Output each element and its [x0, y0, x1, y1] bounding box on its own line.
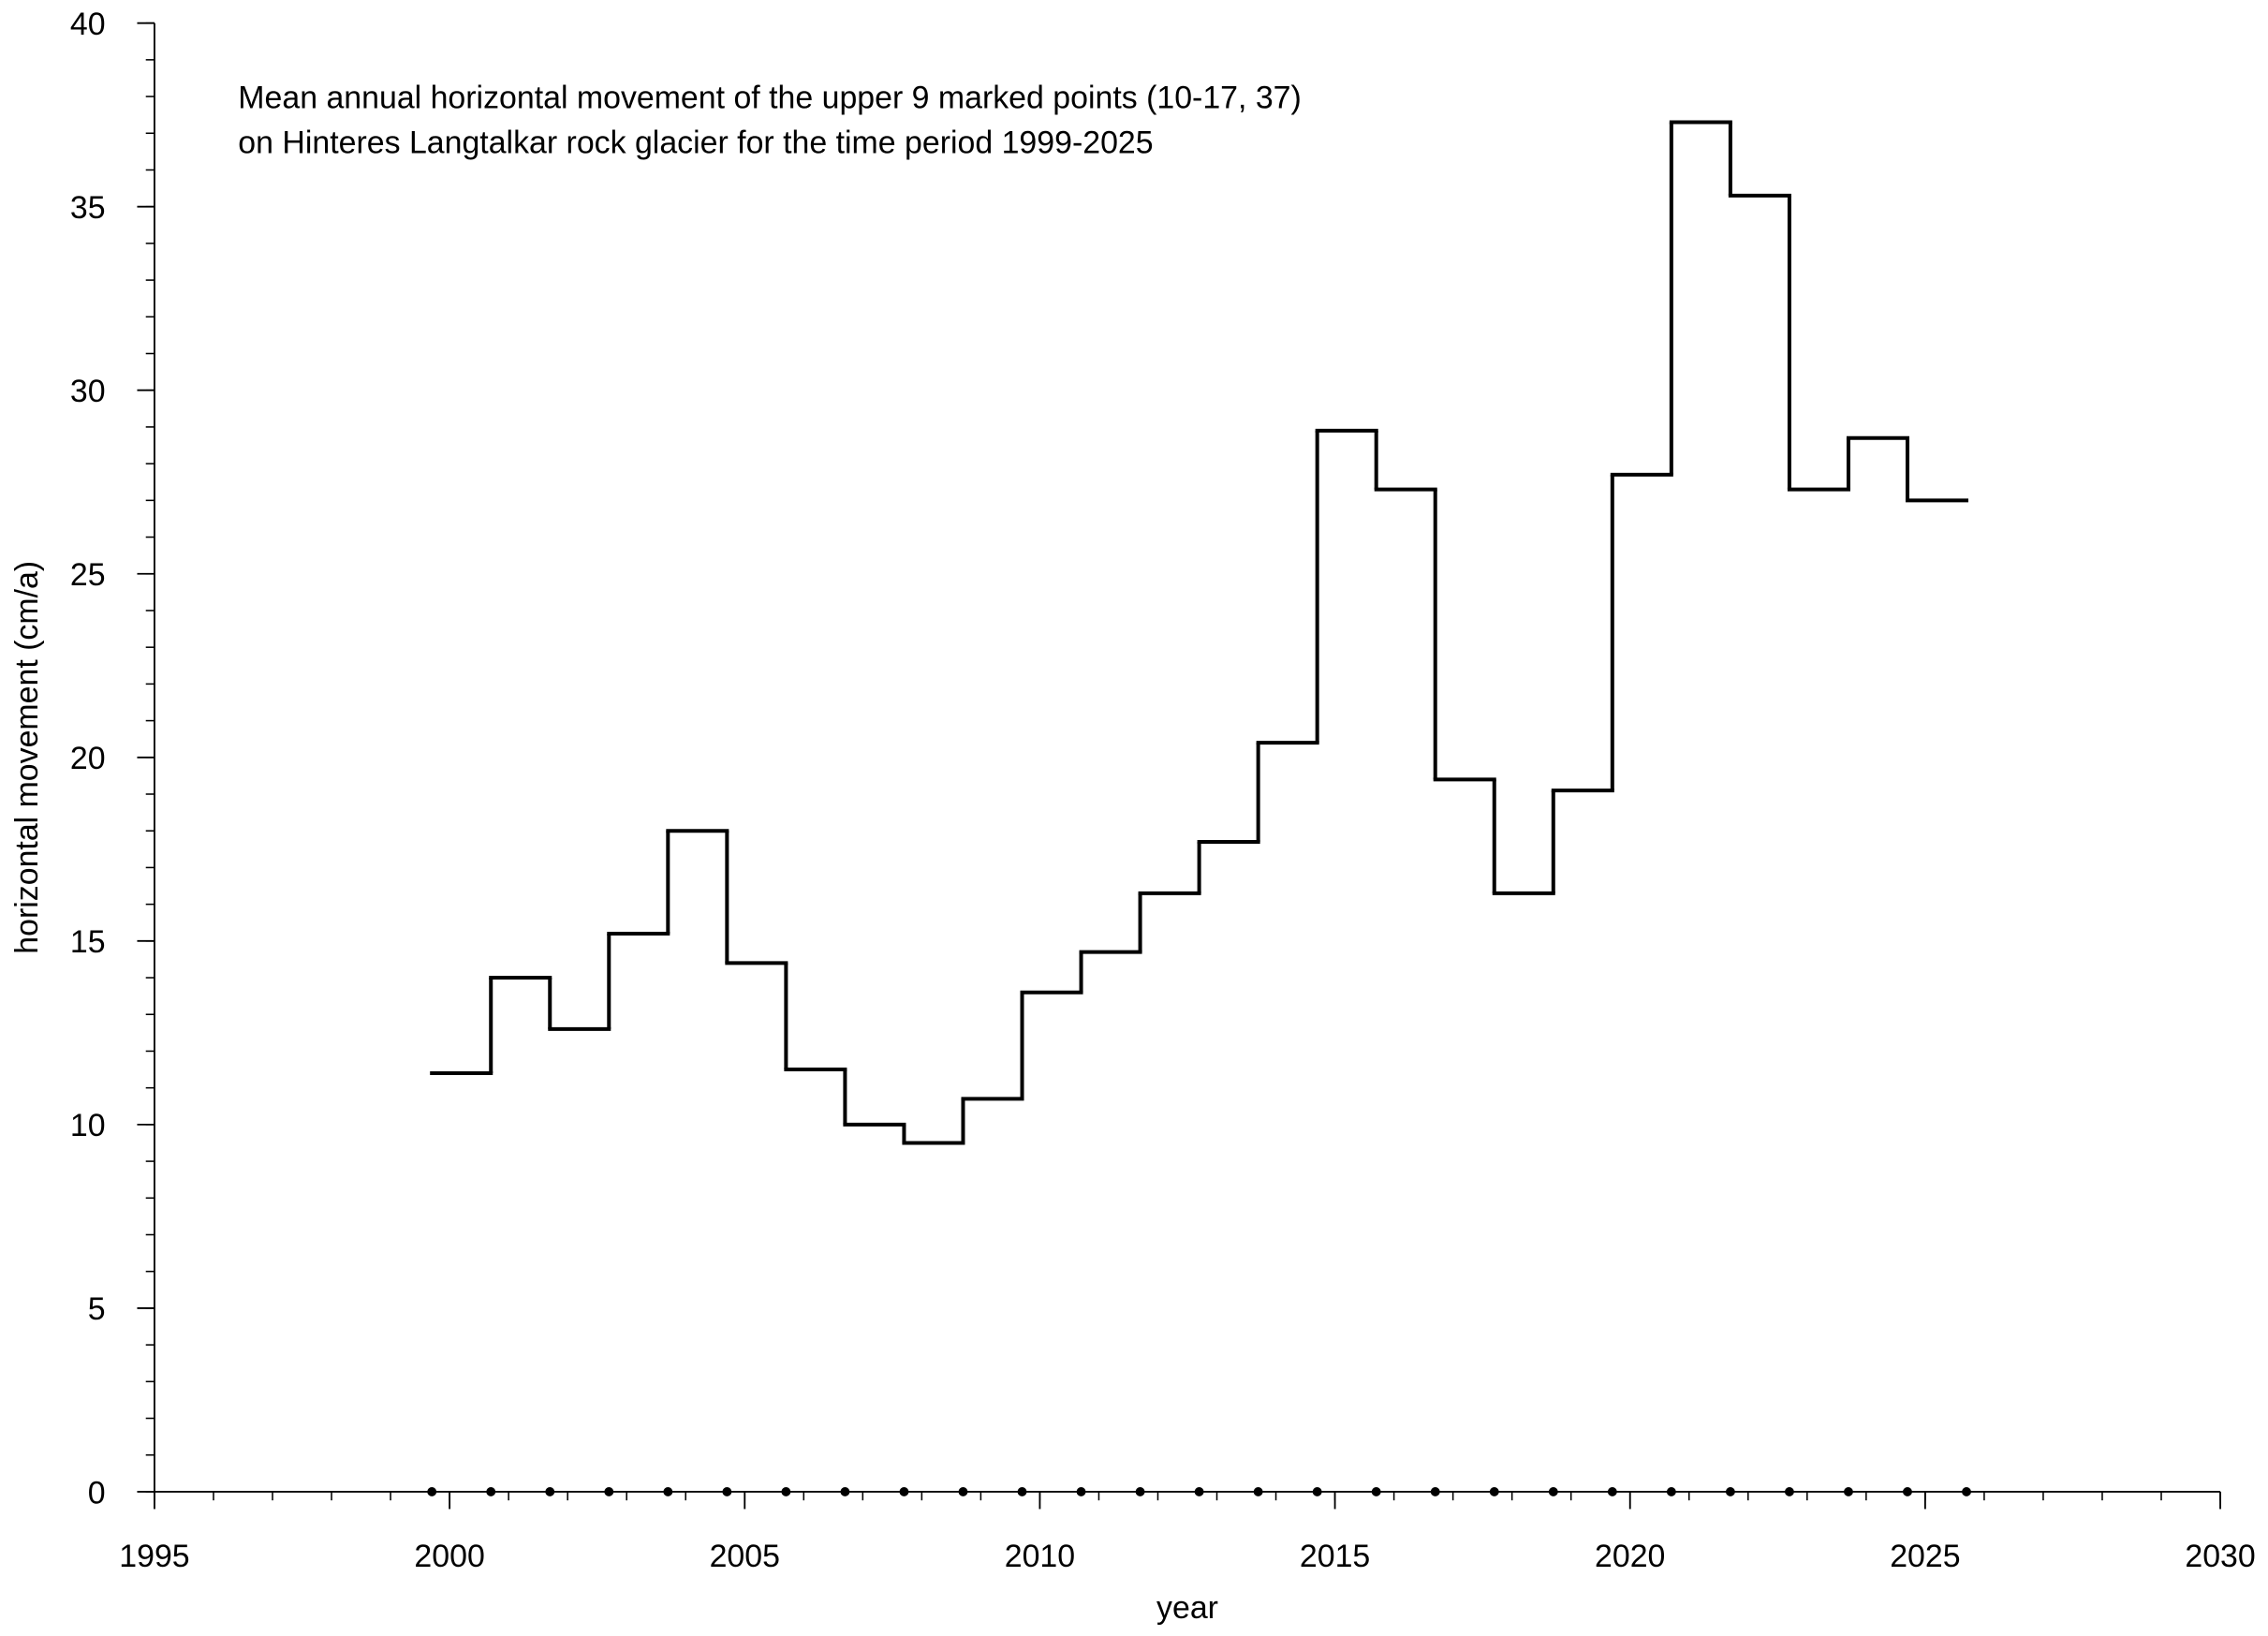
epoch-dot	[1253, 1487, 1263, 1496]
y-tick-label: 40	[70, 7, 106, 42]
epoch-dot	[486, 1487, 496, 1496]
y-tick-label: 0	[88, 1475, 106, 1511]
title-line: on Hinteres Langtalkar rock glacier for …	[238, 125, 1153, 160]
y-tick-label: 20	[70, 741, 106, 776]
y-tick-label: 5	[88, 1291, 106, 1327]
x-tick-label: 2025	[1890, 1539, 1960, 1574]
epoch-dot	[663, 1487, 673, 1496]
epoch-dot	[427, 1487, 437, 1496]
title-line: Mean annual horizontal movement of the u…	[238, 81, 1301, 116]
x-axis-label: year	[1156, 1590, 1218, 1626]
epoch-dot	[958, 1487, 968, 1496]
x-tick-label: 2000	[414, 1539, 484, 1574]
x-tick-label: 2030	[2185, 1539, 2255, 1574]
epoch-dot	[1489, 1487, 1499, 1496]
y-tick-label: 25	[70, 557, 106, 593]
epoch-dot	[1903, 1487, 1912, 1496]
epoch-dot	[1194, 1487, 1204, 1496]
epoch-dot	[1430, 1487, 1440, 1496]
x-tick-label: 2020	[1595, 1539, 1665, 1574]
epoch-dot	[1962, 1487, 1971, 1496]
epoch-dot	[781, 1487, 791, 1496]
epoch-dot	[722, 1487, 732, 1496]
epoch-dot	[1135, 1487, 1145, 1496]
epoch-dot	[545, 1487, 555, 1496]
x-tick-label: 1995	[119, 1539, 189, 1574]
epoch-dot	[1017, 1487, 1027, 1496]
x-tick-label: 2010	[1005, 1539, 1075, 1574]
epoch-dot	[899, 1487, 909, 1496]
epoch-dot	[1371, 1487, 1381, 1496]
epoch-dot	[1607, 1487, 1617, 1496]
epoch-dot	[1666, 1487, 1676, 1496]
epoch-dot	[604, 1487, 614, 1496]
epoch-dot	[1784, 1487, 1794, 1496]
epoch-dot	[1076, 1487, 1086, 1496]
y-tick-label: 10	[70, 1108, 106, 1143]
x-tick-label: 2005	[710, 1539, 780, 1574]
y-tick-label: 30	[70, 374, 106, 409]
x-tick-label: 2015	[1300, 1539, 1370, 1574]
epoch-dot	[1548, 1487, 1558, 1496]
epoch-dot	[840, 1487, 850, 1496]
epoch-dot	[1844, 1487, 1853, 1496]
y-axis-label: horizontal movement (cm/a)	[9, 561, 45, 954]
epoch-dot	[1725, 1487, 1735, 1496]
epoch-dot	[1312, 1487, 1322, 1496]
y-tick-label: 35	[70, 190, 106, 226]
y-tick-label: 15	[70, 924, 106, 960]
